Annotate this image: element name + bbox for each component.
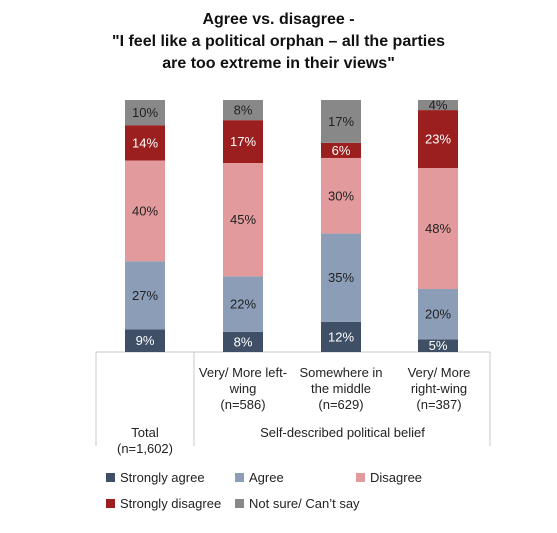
data-label-disagree-1: 45%: [230, 212, 256, 227]
bar-strongly-agree-2: [321, 321, 361, 352]
group-label: Self-described political belief: [260, 425, 425, 440]
bar-disagree-3: [418, 168, 458, 289]
bar-agree-1: [223, 276, 263, 332]
data-label-not-sure-can-t-say-3: 4%: [429, 98, 448, 113]
data-label-disagree-2: 30%: [328, 188, 354, 203]
category-label-left-wing: Very/ More left- wing (n=586): [198, 365, 288, 412]
data-label-agree-3: 20%: [425, 307, 451, 322]
data-label-strongly-disagree-1: 17%: [230, 134, 256, 149]
legend-swatch: [106, 473, 115, 482]
bar-disagree-2: [321, 157, 361, 234]
data-label-disagree-3: 48%: [425, 221, 451, 236]
data-label-agree-2: 35%: [328, 270, 354, 285]
bar-not-sure-can-t-say-2: [321, 100, 361, 143]
bar-agree-3: [418, 289, 458, 340]
category-label-middle: Somewhere in the middle (n=629): [299, 365, 383, 412]
data-label-agree-1: 22%: [230, 297, 256, 312]
bar-strongly-agree-1: [223, 331, 263, 352]
legend-item-strongly-disagree: Strongly disagree: [106, 496, 221, 511]
bar-strongly-agree-0: [125, 329, 165, 352]
legend-swatch: [356, 473, 365, 482]
category-label-right-wing: Very/ More right-wing (n=387): [407, 365, 471, 412]
bar-not-sure-can-t-say-3: [418, 100, 458, 111]
bar-agree-0: [125, 261, 165, 330]
bar-disagree-1: [223, 163, 263, 277]
bar-not-sure-can-t-say-1: [223, 100, 263, 121]
data-label-strongly-agree-3: 5%: [429, 338, 448, 353]
data-label-strongly-disagree-0: 14%: [132, 135, 158, 150]
legend-item-agree: Agree: [235, 470, 284, 485]
data-label-disagree-0: 40%: [132, 203, 158, 218]
data-label-strongly-disagree-3: 23%: [425, 132, 451, 147]
legend-item-disagree: Disagree: [356, 470, 422, 485]
bar-strongly-disagree-0: [125, 125, 165, 161]
legend-item-strongly-agree: Strongly agree: [106, 470, 205, 485]
chart-title-line-2: "I feel like a political orphan – all th…: [111, 33, 446, 50]
category-label-total: Total (n=1,602): [116, 425, 173, 456]
bar-strongly-agree-3: [418, 339, 458, 352]
chart-title-line-3: are too extreme in their views": [162, 55, 395, 72]
data-label-not-sure-can-t-say-0: 10%: [132, 105, 158, 120]
chart-title-line-1: Agree vs. disagree -: [202, 11, 355, 28]
bar-strongly-disagree-1: [223, 120, 263, 163]
bar-strongly-disagree-2: [321, 142, 361, 158]
data-label-agree-0: 27%: [132, 288, 158, 303]
bar-not-sure-can-t-say-0: [125, 100, 165, 126]
legend-swatch: [235, 473, 244, 482]
bar-strongly-disagree-3: [418, 110, 458, 169]
legend-swatch: [235, 499, 244, 508]
data-label-strongly-agree-2: 12%: [328, 329, 354, 344]
data-label-not-sure-can-t-say-2: 17%: [328, 114, 354, 129]
legend-item-not-sure: Not sure/ Can’t say: [235, 496, 360, 511]
bar-disagree-0: [125, 160, 165, 262]
legend-swatch: [106, 499, 115, 508]
bar-agree-2: [321, 233, 361, 322]
data-label-strongly-agree-0: 9%: [136, 333, 155, 348]
data-label-strongly-disagree-2: 6%: [332, 143, 351, 158]
data-label-not-sure-can-t-say-1: 8%: [234, 103, 253, 118]
data-label-strongly-agree-1: 8%: [234, 334, 253, 349]
